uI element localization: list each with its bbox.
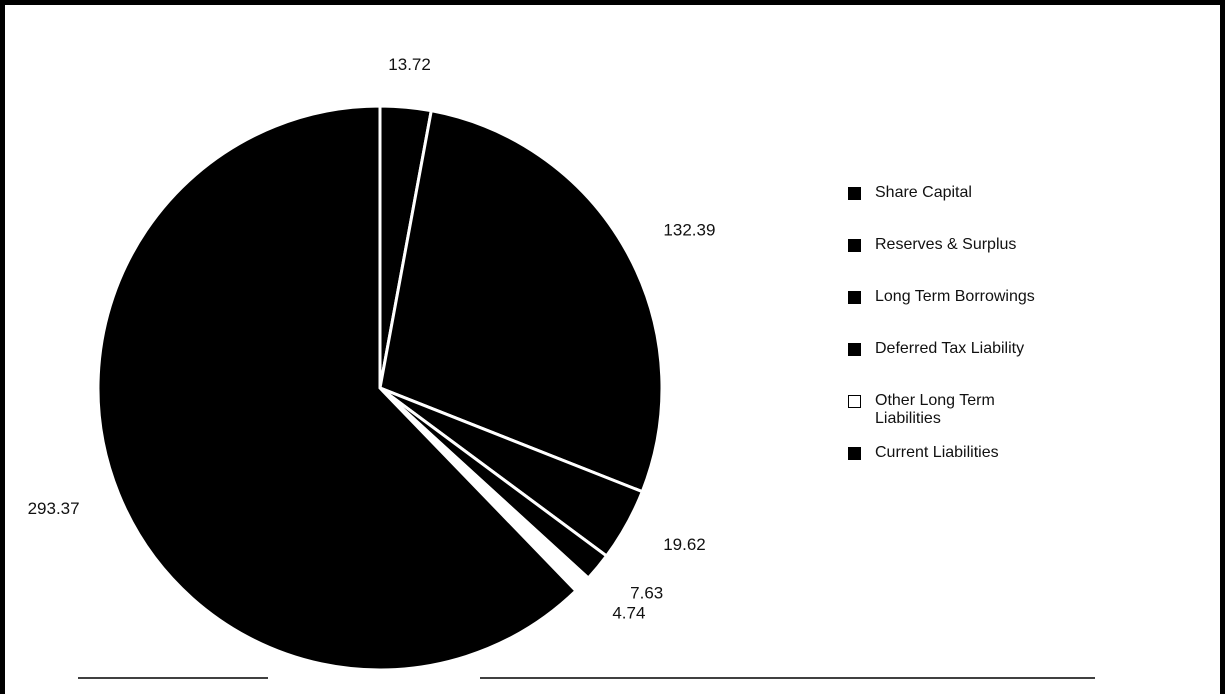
legend: Share Capital Reserves & Surplus Long Term… (848, 184, 1038, 496)
legend-swatch (848, 343, 861, 356)
legend-swatch (848, 187, 861, 200)
data-label: 132.39 (663, 221, 715, 240)
legend-entry: Reserves & Surplus (848, 236, 1038, 288)
data-label: 4.74 (612, 603, 645, 622)
legend-swatch (848, 239, 861, 252)
legend-entry: Deferred Tax Liability (848, 340, 1038, 392)
legend-swatch (848, 291, 861, 304)
data-label: 293.37 (28, 499, 80, 518)
data-label: 7.63 (630, 583, 663, 602)
legend-label: Reserves & Surplus (875, 236, 1017, 253)
data-label: 19.62 (663, 535, 706, 554)
pie-slice (378, 108, 664, 494)
legend-label: Share Capital (875, 184, 972, 201)
legend-label: Other Long Term Liabilities (875, 392, 995, 427)
pie-slice (96, 104, 579, 672)
legend-swatch (848, 395, 861, 408)
legend-swatch (848, 447, 861, 460)
legend-entry: Other Long Term Liabilities (848, 392, 1038, 444)
legend-entry: Share Capital (848, 184, 1038, 236)
legend-entry: Long Term Borrowings (848, 288, 1038, 340)
legend-label: Long Term Borrowings (875, 288, 1035, 305)
legend-label: Deferred Tax Liability (875, 340, 1025, 357)
data-label: 13.72 (388, 55, 431, 74)
legend-label: Current Liabilities (875, 444, 999, 461)
legend-entry: Current Liabilities (848, 444, 1038, 496)
